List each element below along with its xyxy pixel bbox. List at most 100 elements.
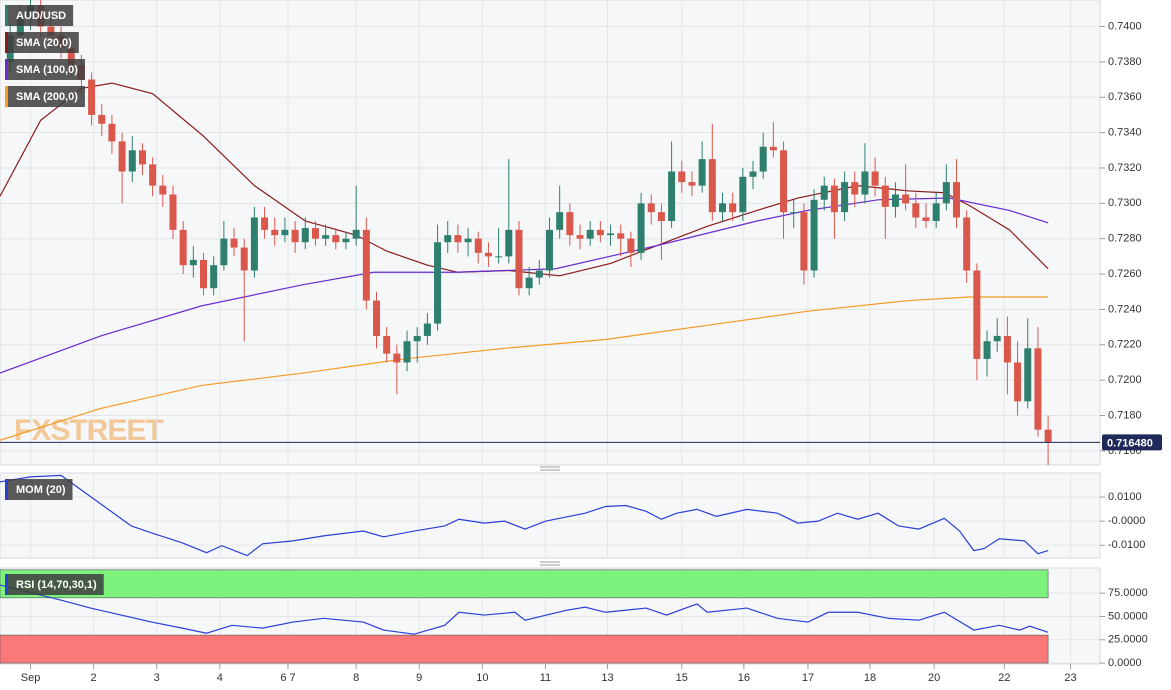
candle-body [1003, 335, 1011, 363]
last-price-label: 0.716480 [1107, 437, 1153, 449]
y-tick-label: 0.7320 [1108, 162, 1142, 174]
candle-body [16, 17, 24, 36]
y-tick-label: 0.7340 [1108, 127, 1142, 139]
candle-body [454, 235, 462, 243]
legend-box [5, 5, 74, 26]
x-tick-label: 20 [928, 672, 940, 684]
candle-body [973, 270, 981, 359]
candle-body [220, 238, 228, 266]
candle-body [617, 233, 625, 239]
candle-body [851, 182, 859, 195]
candle-body [484, 252, 492, 257]
candle-body [179, 229, 187, 266]
candle-body [301, 228, 309, 243]
candle-body [596, 229, 604, 236]
candle-body [240, 247, 248, 271]
candle-body [413, 335, 421, 342]
legend-box [5, 574, 104, 595]
candle-body [535, 270, 543, 278]
candle-body [332, 235, 340, 243]
candle-body [790, 212, 798, 214]
legend-item: SMA (20,0) [5, 32, 79, 53]
candle-body [820, 185, 828, 200]
candle-body [739, 176, 747, 213]
sma-line [0, 197, 1049, 374]
candle-body [128, 150, 136, 172]
candle-body [403, 341, 411, 363]
x-tick-label: 13 [601, 672, 613, 684]
x-tick-label: 18 [864, 672, 876, 684]
y-tick-label: 0.7260 [1108, 268, 1142, 280]
candle-body [200, 259, 208, 289]
candle-body [311, 228, 319, 239]
candle-body [647, 203, 655, 213]
candle-body [1044, 429, 1052, 443]
splitter[interactable] [540, 466, 560, 471]
x-tick-label: 10 [476, 672, 488, 684]
legend-item: MOM (20) [5, 479, 73, 500]
legend-label: MOM (20) [16, 484, 66, 496]
candle-body [159, 185, 167, 195]
legend-item: SMA (100,0) [5, 59, 85, 80]
y-tick-label: 25.0000 [1108, 634, 1148, 646]
legend-item: SMA (200,0) [5, 86, 85, 107]
candle-body [576, 235, 584, 239]
y-tick-label: -0.0100 [1108, 539, 1145, 551]
sma-line [0, 296, 1049, 441]
candle-body [47, 26, 55, 36]
candle-body [780, 150, 788, 213]
x-tick-label: 2 [91, 672, 97, 684]
candle-body [637, 203, 645, 253]
candle-body [352, 229, 360, 239]
legend-box [5, 32, 79, 53]
x-tick-label: 8 [353, 672, 359, 684]
candle-body [393, 353, 401, 363]
candle-body [698, 159, 706, 186]
candle-body [434, 242, 442, 324]
candle-body [230, 238, 238, 248]
candle-body [108, 123, 116, 142]
legend-label: SMA (100,0) [16, 64, 78, 76]
x-tick-label: 6 7 [280, 672, 295, 684]
rsi-band [0, 569, 1049, 599]
candle-body [830, 185, 838, 213]
candle-body [1014, 362, 1022, 402]
candle-body [718, 203, 726, 213]
candle-body [729, 203, 737, 213]
x-tick-label: 23 [1064, 672, 1076, 684]
x-tick-label: 9 [416, 672, 422, 684]
candle-body [607, 233, 615, 236]
legend-item: RSI (14,70,30,1) [5, 574, 104, 595]
candle-body [138, 150, 146, 165]
candle-body [322, 235, 330, 239]
legend-item: AUD/USD [5, 5, 74, 26]
last-price-tag [1102, 434, 1162, 451]
y-tick-label: 50.0000 [1108, 610, 1148, 622]
legend-label: RSI (14,70,30,1) [16, 579, 97, 591]
candle-body [759, 146, 767, 172]
candle-body [281, 229, 289, 236]
x-tick-label: 16 [738, 672, 750, 684]
candle-body [271, 229, 279, 236]
candle-body [749, 171, 757, 177]
splitter[interactable] [540, 561, 560, 566]
x-tick-label: Sep [21, 672, 41, 684]
candle-body [444, 235, 452, 243]
candle-body [250, 217, 258, 271]
candle-body [495, 256, 503, 258]
candle-body [169, 194, 177, 230]
indicator-line [0, 584, 1049, 635]
legend-swatch [5, 479, 8, 500]
y-tick-label: 0.7240 [1108, 303, 1142, 315]
x-tick-label: 17 [802, 672, 814, 684]
candle-body [932, 203, 940, 222]
candle-body [210, 265, 218, 289]
candle-body [881, 185, 889, 207]
y-tick-label: -0.0000 [1108, 515, 1145, 527]
candle-body [871, 171, 879, 186]
y-tick-label: 0.7180 [1108, 409, 1142, 421]
legend-label: AUD/USD [16, 10, 66, 22]
candle-body [953, 182, 961, 218]
x-tick-label: 11 [540, 672, 551, 684]
indicator-line [0, 474, 1049, 557]
